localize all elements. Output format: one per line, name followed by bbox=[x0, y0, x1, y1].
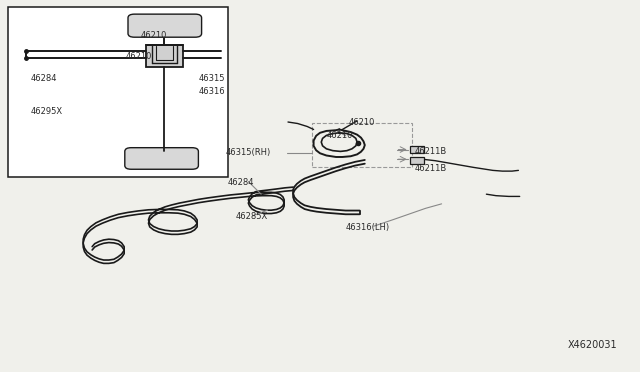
Text: 46315(RH): 46315(RH) bbox=[225, 148, 271, 157]
Text: 46284: 46284 bbox=[227, 178, 253, 187]
Text: 46284: 46284 bbox=[31, 74, 57, 83]
Text: 46211B: 46211B bbox=[415, 147, 447, 156]
Text: 46210: 46210 bbox=[125, 52, 152, 61]
Text: 46210: 46210 bbox=[141, 31, 167, 40]
Text: 46316: 46316 bbox=[198, 87, 225, 96]
Bar bbox=[146, 45, 183, 67]
FancyBboxPatch shape bbox=[125, 148, 198, 169]
Text: 46211B: 46211B bbox=[415, 164, 447, 173]
Bar bbox=[410, 146, 424, 153]
Bar bbox=[8, 7, 228, 177]
Text: 46315: 46315 bbox=[198, 74, 225, 83]
Text: 46295X: 46295X bbox=[31, 107, 63, 116]
FancyBboxPatch shape bbox=[128, 14, 202, 37]
Text: X4620031: X4620031 bbox=[568, 340, 618, 350]
Text: 46210: 46210 bbox=[349, 118, 375, 126]
Bar bbox=[312, 123, 412, 167]
Text: 46285X: 46285X bbox=[236, 212, 268, 221]
Text: 46210: 46210 bbox=[326, 131, 353, 140]
Text: 46316(LH): 46316(LH) bbox=[346, 223, 390, 232]
Bar bbox=[410, 157, 424, 164]
